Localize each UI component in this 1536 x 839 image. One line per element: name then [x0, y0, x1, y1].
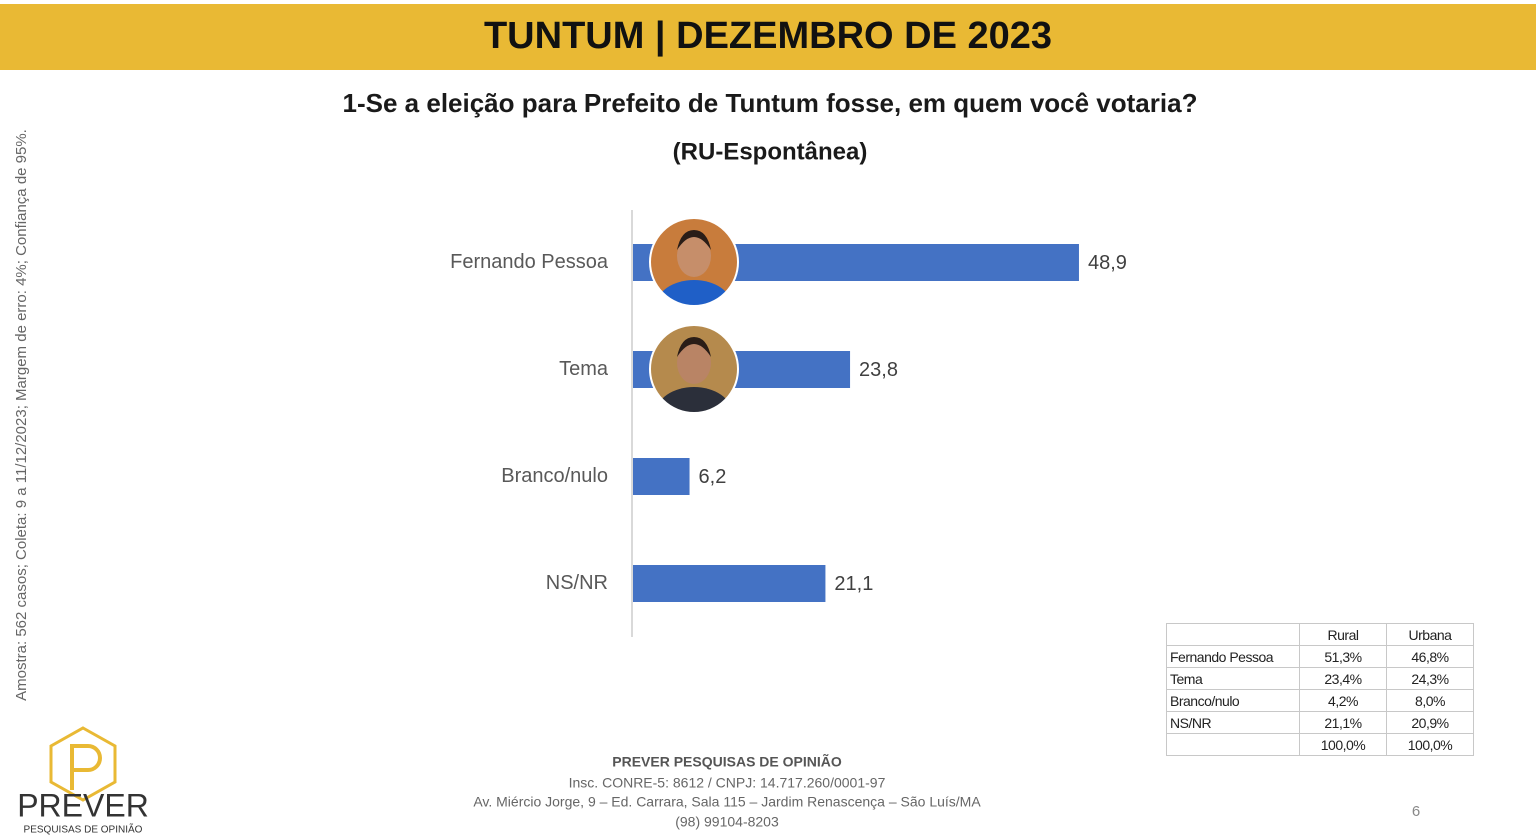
logo-name: PREVER [17, 787, 149, 823]
bar [633, 565, 826, 602]
row-label: Fernando Pessoa [1166, 645, 1300, 668]
side-note: Amostra: 562 casos; Coleta: 9 a 11/12/20… [13, 129, 30, 701]
photo-head [677, 235, 711, 277]
results-table: Rural Urbana Fernando Pessoa 51,3% 46,8% Te… [1166, 623, 1474, 756]
footer-line: Insc. CONRE-5: 8612 / CNPJ: 14.717.260/0… [569, 775, 886, 791]
chart-title: 1-Se a eleição para Prefeito de Tuntum f… [343, 88, 1198, 118]
total-cell: 100,0% [1299, 733, 1387, 756]
column-header: Rural [1299, 623, 1387, 646]
photo-hair [677, 230, 711, 250]
total-cell: 100,0% [1386, 733, 1474, 756]
category-label: NS/NR [546, 572, 608, 594]
cell: 24,3% [1386, 667, 1474, 690]
category-label: Tema [559, 358, 609, 380]
logo: PREVER PESQUISAS DE OPINIÃO [17, 726, 149, 836]
photo-body [656, 387, 732, 413]
value-label: 6,2 [699, 466, 727, 488]
bar [633, 458, 690, 495]
row-label: NS/NR [1166, 711, 1300, 734]
photo-body [656, 280, 732, 306]
cell: 8,0% [1386, 689, 1474, 712]
table-corner [1166, 623, 1300, 646]
photo-hair [677, 337, 711, 357]
cell: 21,1% [1299, 711, 1387, 734]
footer-company: PREVER PESQUISAS DE OPINIÃO [612, 753, 842, 770]
value-label: 23,8 [859, 359, 898, 381]
header-bar [0, 4, 1536, 70]
cell: 51,3% [1299, 645, 1387, 668]
category-label: Branco/nulo [501, 465, 608, 487]
chart-subtitle: (RU-Espontânea) [673, 138, 868, 165]
candidate-photo [650, 218, 738, 306]
cell: 46,8% [1386, 645, 1474, 668]
table-spacer [1166, 733, 1300, 756]
photo-border [649, 217, 739, 307]
column-header: Urbana [1386, 623, 1474, 646]
row-label: Branco/nulo [1166, 689, 1300, 712]
cell: 20,9% [1386, 711, 1474, 734]
logo-tagline: PESQUISAS DE OPINIÃO [24, 823, 143, 836]
value-label: 48,9 [1088, 252, 1127, 274]
photo-head [677, 342, 711, 384]
footer-line: (98) 99104-8203 [675, 814, 779, 830]
photo-border [649, 324, 739, 414]
header-title: TUNTUM | DEZEMBRO DE 2023 [484, 15, 1052, 57]
row-label: Tema [1166, 667, 1300, 690]
page-number: 6 [1412, 803, 1420, 820]
value-label: 21,1 [834, 573, 873, 595]
footer-line: Av. Miércio Jorge, 9 – Ed. Carrara, Sala… [473, 794, 981, 810]
candidate-photo [650, 325, 738, 413]
cell: 23,4% [1299, 667, 1387, 690]
cell: 4,2% [1299, 689, 1387, 712]
category-label: Fernando Pessoa [450, 251, 609, 273]
